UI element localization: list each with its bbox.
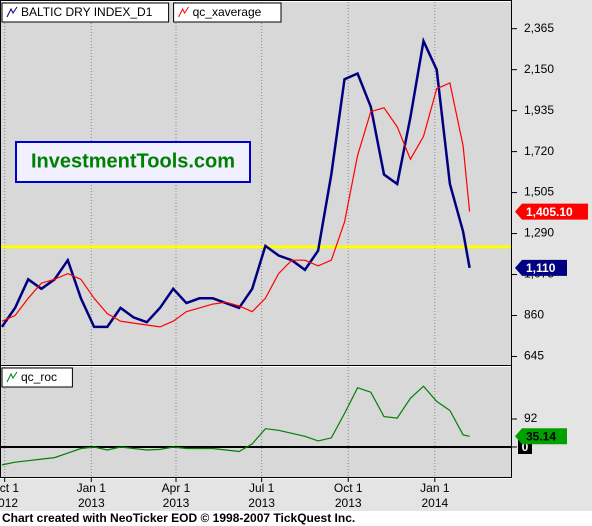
legend-icon	[178, 6, 190, 18]
series-line	[1, 82, 471, 328]
last-value-arrow	[515, 428, 567, 445]
x-tick-label: Jan 1	[420, 481, 450, 495]
legend-box	[173, 2, 282, 23]
x-tick-label: 2013	[248, 496, 275, 510]
last-value-arrow	[515, 259, 567, 276]
x-tick-label: 2012	[0, 496, 18, 510]
y-tick-label: 1,505	[524, 185, 554, 199]
x-tick-label: Jul 1	[249, 481, 275, 495]
plot-area	[0, 367, 512, 478]
panel-border	[0, 365, 512, 478]
watermark: InvestmentTools.com	[31, 150, 235, 172]
y-tick-label: 0	[522, 440, 529, 454]
x-tick-label: 2014	[421, 496, 448, 510]
legend-label: BALTIC DRY INDEX_D1	[21, 5, 153, 19]
y-tick-label: 860	[524, 308, 544, 322]
y-tick-label: 2,365	[524, 21, 554, 35]
x-tick-label: 2013	[163, 496, 190, 510]
last-value-arrow	[515, 203, 588, 220]
legend-label: qc_roc	[21, 370, 57, 384]
legend-label: qc_xaverage	[193, 5, 262, 19]
legend-box	[1, 367, 73, 388]
last-value-label: 35.14	[526, 429, 556, 443]
x-tick-label: 2013	[335, 496, 362, 510]
y-tick-label: 2,150	[524, 62, 554, 76]
legend-icon	[6, 6, 18, 18]
watermark-box	[15, 141, 251, 183]
y-tick-label: 92	[524, 411, 538, 425]
series-line	[1, 385, 470, 466]
series-line	[0, 36, 471, 329]
legend-icon	[6, 371, 18, 383]
x-tick-label: Oct 1	[334, 481, 363, 495]
y-tick-label: 1,720	[524, 144, 554, 158]
axis-area	[512, 0, 592, 479]
y-tick-label: 1,935	[524, 103, 554, 117]
x-tick-label: 2013	[78, 496, 105, 510]
last-value-label: 1,405.10	[526, 205, 573, 219]
last-value-label: 1,110	[526, 261, 556, 275]
x-tick-label: Oct 1	[0, 481, 19, 495]
axis-area	[0, 479, 592, 511]
y-tick-label: 1,290	[524, 226, 554, 240]
x-tick-label: Jan 1	[77, 481, 107, 495]
legend-box	[1, 2, 170, 23]
y-tick-label: 645	[524, 349, 544, 363]
x-tick-label: Apr 1	[162, 481, 191, 495]
footer: Chart created with NeoTicker EOD © 1998-…	[2, 511, 355, 525]
